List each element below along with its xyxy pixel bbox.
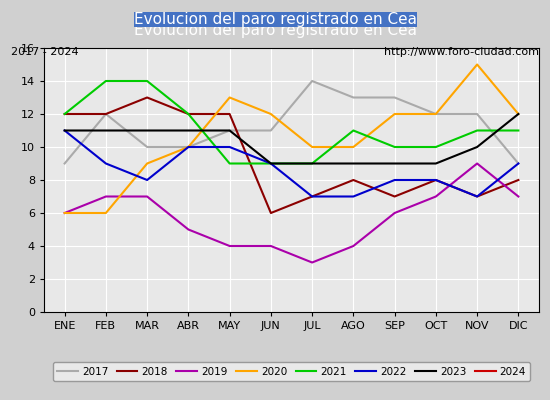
- Text: Evolucion del paro registrado en Cea: Evolucion del paro registrado en Cea: [134, 12, 416, 27]
- Legend: 2017, 2018, 2019, 2020, 2021, 2022, 2023, 2024: 2017, 2018, 2019, 2020, 2021, 2022, 2023…: [53, 362, 530, 381]
- Text: http://www.foro-ciudad.com: http://www.foro-ciudad.com: [384, 47, 539, 57]
- Text: Evolucion del paro registrado en Cea: Evolucion del paro registrado en Cea: [134, 24, 416, 38]
- Text: 2017 - 2024: 2017 - 2024: [11, 47, 79, 57]
